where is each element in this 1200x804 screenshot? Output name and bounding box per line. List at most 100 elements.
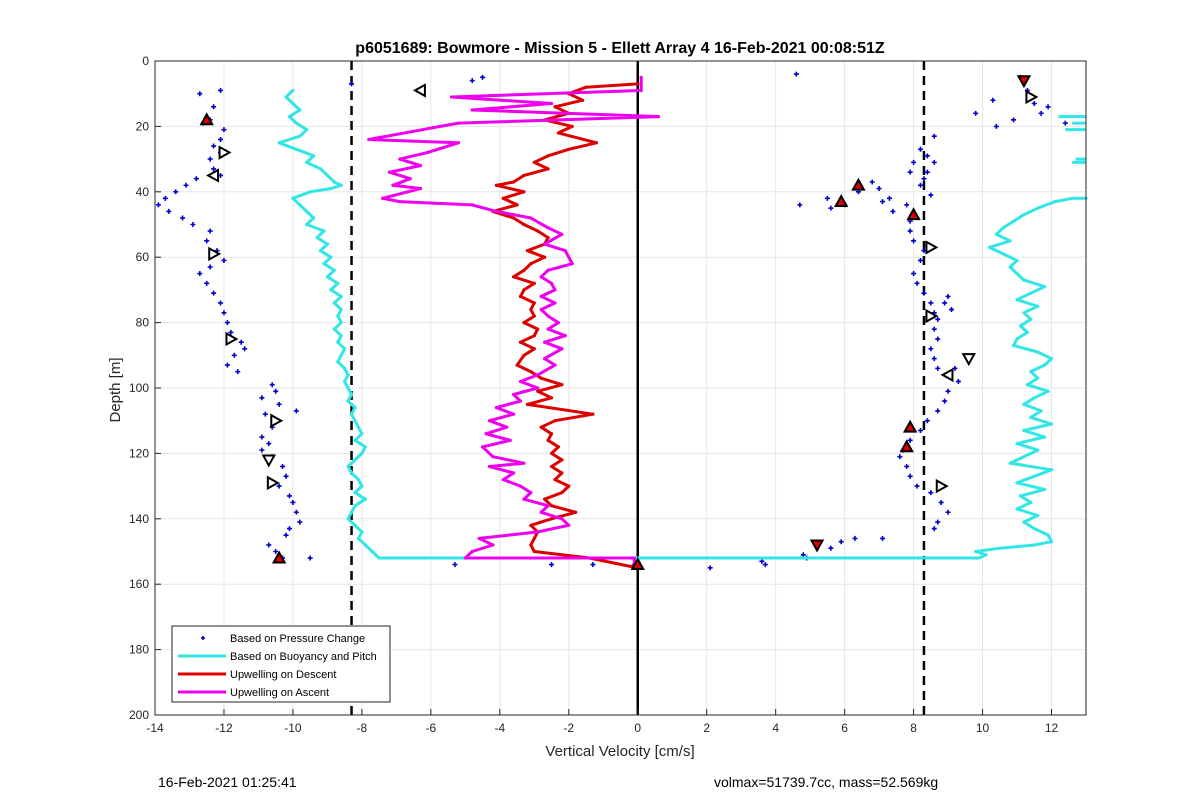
pressure-point	[297, 519, 303, 525]
pressure-point	[921, 176, 927, 182]
based-on-buoyancy-and-pitch-point	[1001, 226, 1005, 230]
pressure-point	[1031, 101, 1037, 107]
pressure-point	[193, 176, 199, 182]
based-on-buoyancy-and-pitch-point	[1029, 317, 1033, 321]
pressure-point	[155, 202, 161, 208]
based-on-buoyancy-and-pitch-point	[305, 222, 309, 227]
down-triangle-open-marker	[961, 353, 976, 367]
based-on-buoyancy-and-pitch-point	[298, 203, 302, 207]
upwelling-on-descent-point	[515, 203, 519, 207]
based-on-buoyancy-and-pitch-point	[343, 347, 347, 351]
chart-title: p6051689: Bowmore - Mission 5 - Ellett A…	[355, 40, 885, 57]
upwelling-on-ascent-point	[546, 314, 550, 318]
pressure-point	[762, 562, 768, 568]
pressure-point	[276, 483, 282, 489]
up-triangle-marker	[199, 112, 214, 126]
pressure-point	[183, 182, 189, 188]
based-on-buoyancy-and-pitch-point	[315, 235, 319, 240]
pressure-point	[1038, 110, 1044, 116]
left-triangle-marker	[940, 367, 954, 383]
pressure-point	[307, 555, 313, 561]
based-on-buoyancy-and-pitch-point	[291, 101, 295, 106]
right-triangle-marker	[225, 331, 239, 347]
pressure-point	[917, 146, 923, 152]
pressure-point	[911, 271, 917, 277]
upwelling-on-ascent-point	[632, 556, 636, 560]
based-on-buoyancy-and-pitch-point	[339, 321, 343, 325]
upwelling-on-ascent-point	[549, 281, 554, 285]
y-tick-label: 120	[129, 446, 149, 460]
based-on-buoyancy-and-pitch-point	[329, 255, 333, 259]
pressure-point	[890, 208, 896, 214]
y-tick-label: 0	[142, 54, 149, 68]
upwelling-on-ascent-point	[553, 363, 557, 367]
pressure-point	[266, 441, 272, 447]
based-on-buoyancy-and-pitch-point	[1043, 435, 1047, 439]
upwelling-on-ascent-point	[536, 373, 540, 377]
pressure-point	[1011, 117, 1017, 123]
pressure-point	[218, 136, 224, 142]
upwelling-on-ascent-point	[546, 504, 550, 508]
upwelling-on-descent-point	[636, 82, 640, 86]
pressure-point	[928, 192, 934, 198]
upwelling-on-ascent-point	[494, 209, 498, 214]
based-on-buoyancy-and-pitch-point	[332, 268, 336, 272]
based-on-buoyancy-and-pitch-point	[336, 360, 340, 364]
pressure-point	[904, 202, 910, 208]
pressure-point	[211, 104, 217, 110]
upwelling-on-descent-point	[556, 131, 561, 135]
based-on-buoyancy-and-pitch-point	[356, 536, 361, 541]
based-on-buoyancy-and-pitch-point	[363, 445, 367, 449]
based-on-buoyancy-and-pitch-point	[298, 134, 302, 138]
upwelling-on-descent-point	[512, 275, 516, 279]
pressure-point	[949, 307, 955, 313]
pressure-point	[224, 362, 230, 368]
upwelling-on-descent-point	[549, 451, 554, 455]
pressure-point	[917, 257, 923, 263]
pressure-point	[911, 238, 917, 244]
up-triangle-marker	[271, 550, 287, 564]
down-triangle-marker	[809, 539, 825, 553]
upwelling-on-descent-point	[522, 321, 526, 325]
pressure-point	[800, 552, 806, 558]
legend-label: Based on Pressure Change	[230, 633, 365, 645]
upwelling-on-descent-point	[549, 464, 554, 469]
upwelling-on-descent-point	[549, 517, 554, 521]
upwelling-on-descent-point	[512, 216, 516, 220]
up-triangle-marker	[902, 419, 918, 433]
pressure-point	[283, 532, 289, 538]
y-tick-label: 60	[136, 250, 150, 264]
based-on-buoyancy-and-pitch-point	[346, 386, 350, 390]
based-on-buoyancy-and-pitch-point	[318, 249, 323, 253]
upwelling-on-ascent-point	[543, 356, 547, 361]
upwelling-on-ascent-point	[656, 114, 661, 119]
based-on-buoyancy-and-pitch-point	[336, 314, 340, 318]
upwelling-on-descent-point	[594, 141, 598, 145]
based-on-buoyancy-and-pitch-point	[370, 549, 374, 554]
axis-ticks: -14 -12 -10 -8 -6 -4 -2 0 2 4 6 8 10 1202040608010012…	[129, 54, 1059, 735]
upwelling-on-descent-point	[532, 334, 536, 338]
pressure-point	[838, 539, 844, 545]
x-tick-label: -2	[563, 721, 574, 735]
based-on-buoyancy-and-pitch-point	[305, 209, 309, 214]
upwelling-on-descent-point	[518, 294, 523, 299]
based-on-buoyancy-and-pitch-point	[305, 128, 309, 132]
y-tick-label: 140	[129, 512, 149, 526]
pressure-point	[707, 565, 713, 571]
upwelling-on-ascent-point	[539, 294, 543, 299]
pressure-point	[876, 186, 882, 192]
pressure-point	[207, 156, 213, 162]
upwelling-on-descent-point	[529, 543, 533, 547]
pressure-point	[221, 310, 227, 316]
based-on-buoyancy-and-pitch-point	[1015, 271, 1019, 276]
upwelling-on-descent-point	[529, 370, 533, 374]
based-on-buoyancy-and-pitch-point	[1015, 481, 1019, 485]
upwelling-on-descent-point	[522, 288, 526, 292]
pressure-point	[931, 159, 937, 165]
upwelling-on-descent-point	[539, 376, 543, 380]
based-on-buoyancy-and-pitch-point	[325, 242, 330, 246]
legend-box	[171, 625, 391, 703]
upwelling-on-descent-point	[536, 389, 540, 393]
based-on-buoyancy-and-pitch-point	[360, 530, 364, 534]
upwelling-on-ascent-point	[418, 186, 423, 191]
